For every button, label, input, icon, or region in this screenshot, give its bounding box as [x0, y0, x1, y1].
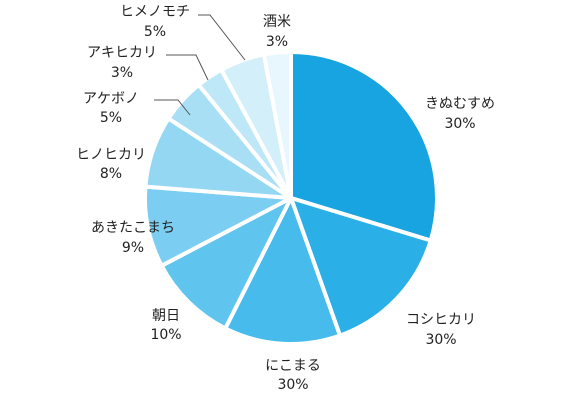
- slice-percent-label: 9%: [122, 240, 144, 256]
- slice-name-label: ヒメノモチ: [120, 4, 190, 20]
- pie-slices: [143, 50, 439, 346]
- slice-name-label: ヒノヒカリ: [76, 147, 146, 163]
- slice-percent-label: 30%: [425, 332, 456, 348]
- slice-name-label: きぬむすめ: [425, 96, 495, 112]
- slice-name-label: 酒米: [263, 14, 291, 30]
- slice-name-label: あきたこまち: [91, 220, 175, 236]
- slice-name-label: 朝日: [152, 308, 180, 324]
- slice-percent-label: 3%: [111, 65, 133, 81]
- slice-name-label: アケボノ: [83, 91, 139, 107]
- pie-slice: [159, 196, 293, 331]
- slice-percent-label: 8%: [100, 166, 122, 182]
- leader-lines: [154, 14, 246, 116]
- slice-percent-label: 5%: [144, 24, 166, 40]
- slice-percent-label: 3%: [266, 34, 288, 50]
- pie-slice: [289, 50, 439, 243]
- pie-slice: [223, 196, 342, 346]
- slice-percent-label: 10%: [150, 327, 181, 343]
- slice-percent-label: 30%: [277, 377, 308, 393]
- pie-slice: [261, 50, 293, 200]
- slice-percent-label: 30%: [444, 116, 475, 132]
- slice-labels: きぬむすめ 30% コシヒカリ 30% にこまる 30% 朝日 10% あきたこまち 9% ヒノヒカ…: [76, 4, 495, 393]
- slice-name-label: にこまる: [265, 358, 321, 374]
- slice-name-label: コシヒカリ: [406, 312, 476, 328]
- leader-line: [198, 14, 246, 61]
- slice-percent-label: 5%: [100, 110, 122, 126]
- pie-slice: [289, 196, 433, 338]
- leader-line: [154, 99, 191, 116]
- leader-line: [166, 54, 209, 81]
- slice-name-label: アキヒカリ: [87, 45, 157, 61]
